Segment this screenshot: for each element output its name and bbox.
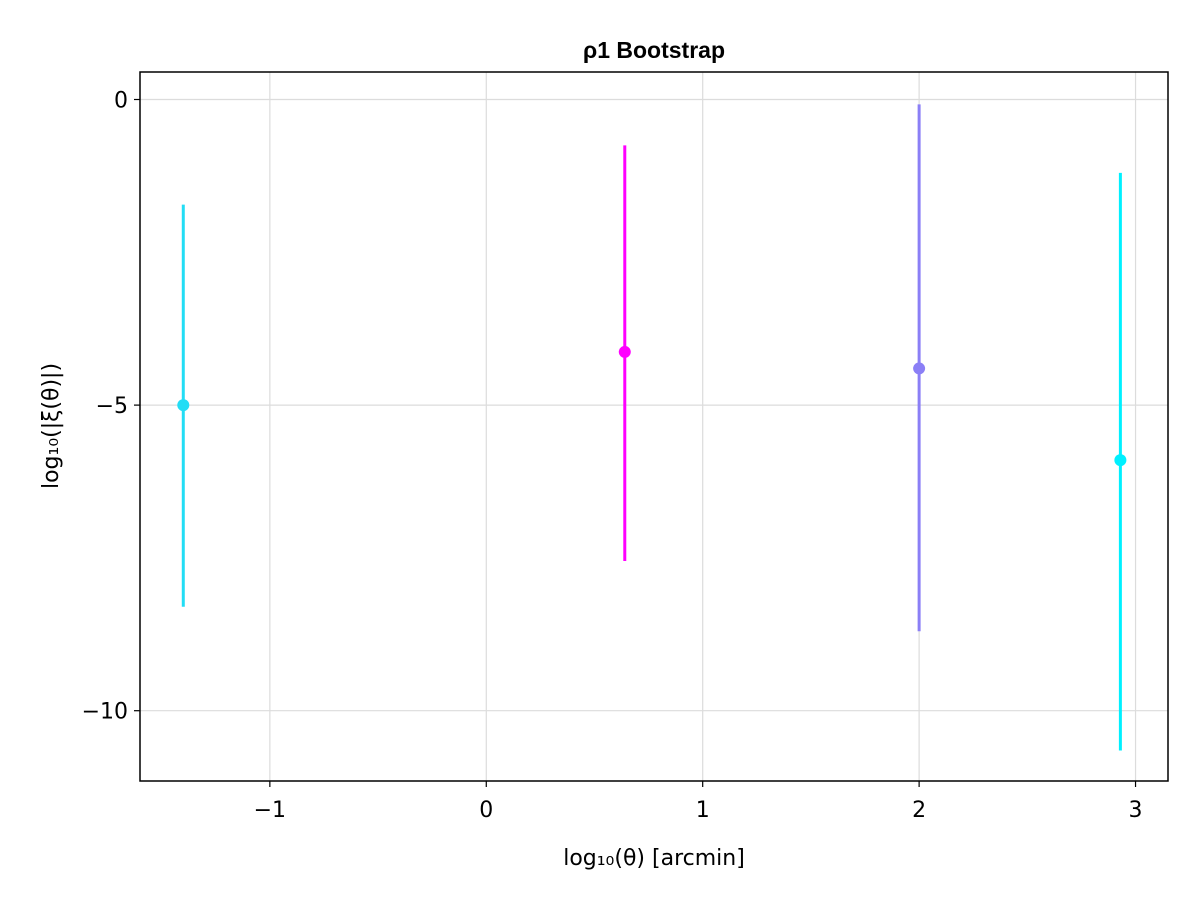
ticks: −1 0 1 2 30−5−10: [82, 89, 1143, 823]
x-tick-label: −1: [254, 798, 286, 823]
data-point: [177, 399, 190, 412]
x-tick-label: 0: [479, 798, 493, 823]
x-tick-label: 1: [696, 798, 710, 823]
grid: [140, 72, 1168, 781]
plot-frame: [139, 71, 1169, 782]
x-axis-label: log₁₀(θ) [arcmin]: [563, 846, 745, 871]
x-tick-label: 3: [1129, 798, 1143, 823]
data-point: [1114, 454, 1127, 467]
chart-title: ρ1 Bootstrap: [583, 37, 725, 63]
y-tick-label: 0: [114, 89, 128, 114]
data-marks: [177, 104, 1127, 751]
y-tick-label: −10: [82, 700, 128, 725]
data-point: [618, 345, 631, 358]
y-axis-label: log₁₀(|ξ(θ)|): [39, 363, 64, 489]
y-tick-label: −5: [96, 394, 128, 419]
x-tick-label: 2: [912, 798, 926, 823]
data-point: [913, 362, 926, 375]
